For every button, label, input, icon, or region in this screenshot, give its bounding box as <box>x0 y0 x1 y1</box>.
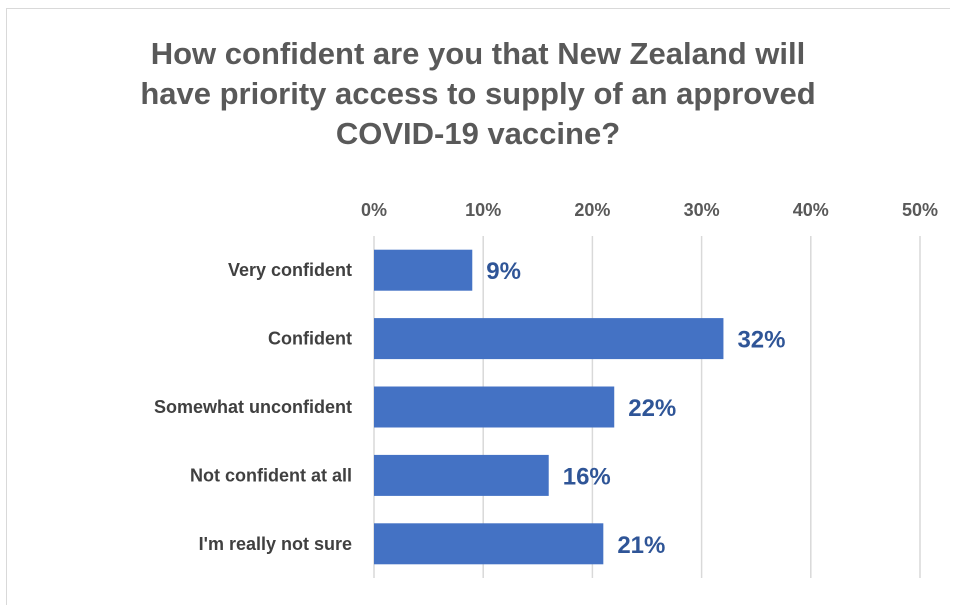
bar <box>374 386 615 428</box>
x-tick-label: 30% <box>684 200 720 220</box>
data-label: 22% <box>628 395 676 422</box>
bar <box>374 318 724 360</box>
category-label: Confident <box>268 329 352 349</box>
data-label: 32% <box>737 327 785 354</box>
data-label: 21% <box>617 532 665 559</box>
x-tick-label: 10% <box>465 200 501 220</box>
category-label: I'm really not sure <box>199 534 352 554</box>
data-label: 16% <box>563 463 611 490</box>
x-tick-label: 40% <box>793 200 829 220</box>
chart-frame <box>6 8 950 605</box>
category-label: Not confident at all <box>190 465 352 485</box>
x-tick-label: 0% <box>361 200 387 220</box>
bar <box>374 249 473 291</box>
chart-title-line-2: have priority access to supply of an app… <box>140 76 816 111</box>
category-label: Very confident <box>228 260 352 280</box>
bar <box>374 454 549 496</box>
data-label: 9% <box>486 258 521 285</box>
x-tick-label: 50% <box>902 200 938 220</box>
chart-title: How confident are you that New Zealand w… <box>0 34 956 154</box>
chart-title-line-1: How confident are you that New Zealand w… <box>150 36 806 71</box>
bar <box>374 523 604 565</box>
category-label: Somewhat unconfident <box>154 397 352 417</box>
x-tick-label: 20% <box>574 200 610 220</box>
chart-title-line-3: COVID-19 vaccine? <box>335 116 621 151</box>
